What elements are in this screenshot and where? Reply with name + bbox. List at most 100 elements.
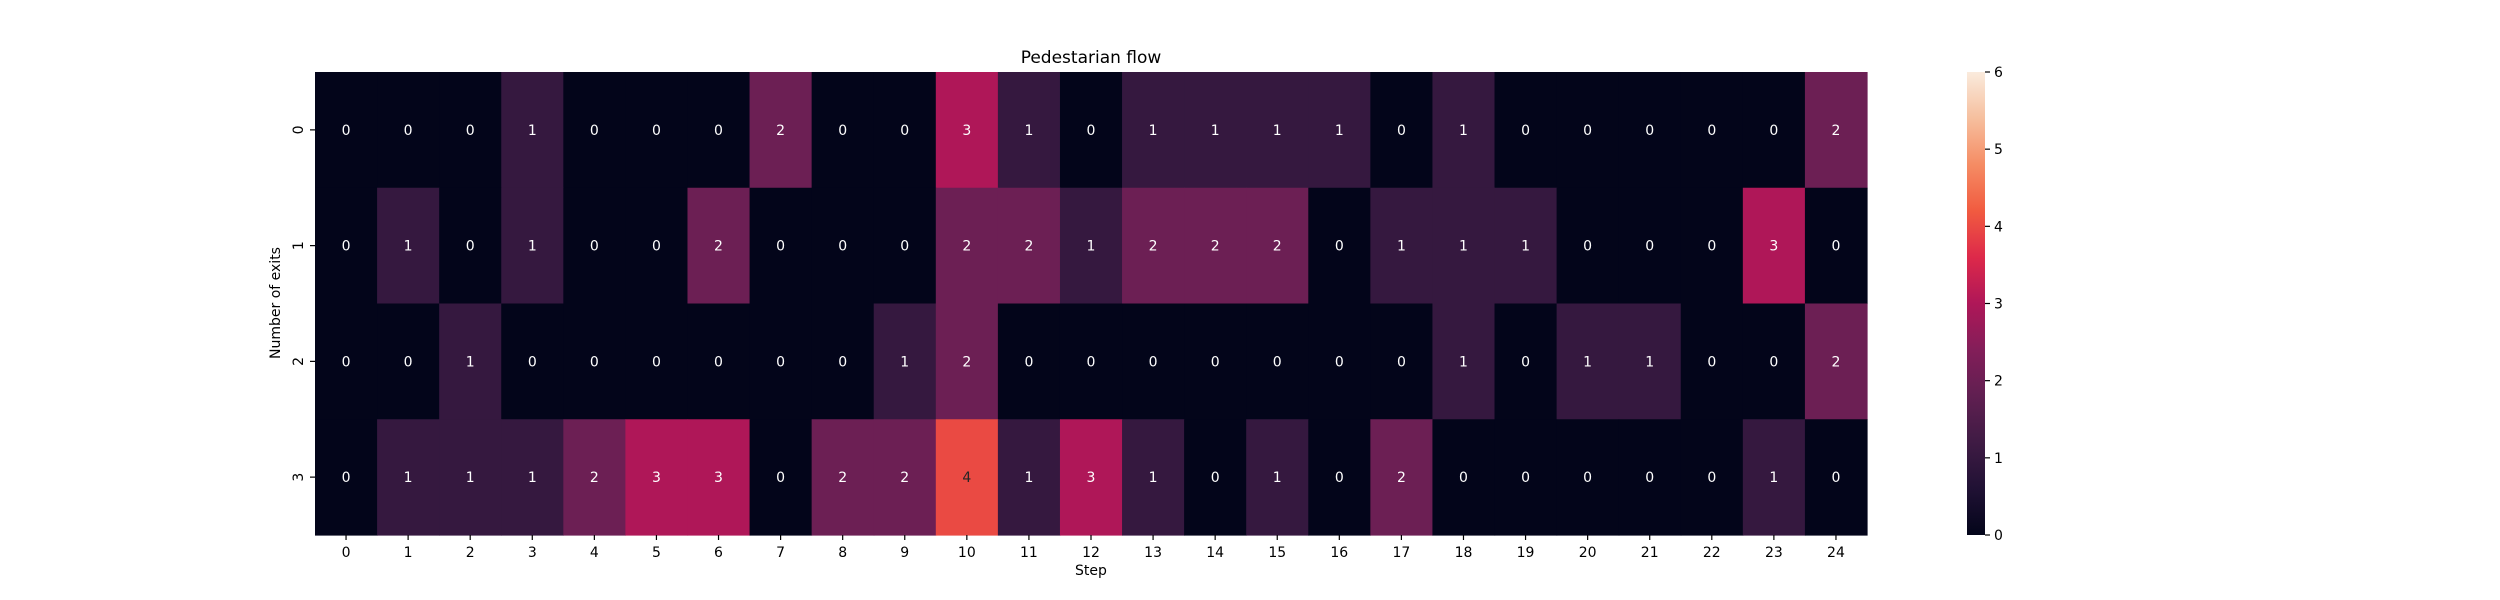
heatmap-cell bbox=[935, 72, 999, 189]
heatmap-cell-label: 0 bbox=[652, 239, 661, 255]
heatmap-cell-label: 1 bbox=[1273, 123, 1282, 139]
heatmap-cell-label: 0 bbox=[1211, 354, 1220, 370]
heatmap-cell bbox=[1246, 419, 1309, 536]
heatmap-cell-label: 0 bbox=[1397, 354, 1406, 370]
heatmap-cell-label: 4 bbox=[962, 470, 971, 486]
heatmap-cell-label: 1 bbox=[404, 239, 413, 255]
heatmap-cell bbox=[1308, 303, 1371, 420]
x-tick-label: 3 bbox=[528, 545, 537, 561]
heatmap-cell-label: 1 bbox=[1521, 239, 1530, 255]
heatmap-cell-label: 2 bbox=[590, 470, 599, 486]
heatmap-cell-label: 2 bbox=[962, 239, 971, 255]
heatmap-cell-label: 0 bbox=[1769, 354, 1778, 370]
x-tick-label: 23 bbox=[1765, 545, 1783, 561]
heatmap-cell-label: 2 bbox=[1024, 239, 1033, 255]
heatmap-cell-label: 0 bbox=[528, 354, 537, 370]
x-tick-label: 20 bbox=[1579, 545, 1597, 561]
heatmap-cell bbox=[1556, 187, 1620, 305]
heatmap-cell-label: 1 bbox=[1459, 239, 1468, 255]
heatmap-cell-label: 0 bbox=[1645, 123, 1654, 139]
x-tick-label: 16 bbox=[1330, 545, 1348, 561]
heatmap-cell bbox=[1742, 303, 1806, 420]
heatmap-cell-labels: 0 0 0 1 0 0 0 2 0 0 3 1 0 1 1 1 1 0 1 0 0 0 0 0 2 0 1 0 1 0 0 2 0 0 0 2 2 1 2 2… bbox=[342, 123, 1841, 486]
heatmap-cell-label: 0 bbox=[1521, 470, 1530, 486]
heatmap-cell bbox=[749, 187, 813, 305]
heatmap-cell bbox=[377, 419, 440, 536]
heatmap-cell-label: 0 bbox=[404, 354, 413, 370]
x-tick-label: 12 bbox=[1082, 545, 1100, 561]
colorbar-tick-label: 1 bbox=[1994, 451, 2003, 467]
x-tick-label: 24 bbox=[1827, 545, 1845, 561]
heatmap-cell bbox=[501, 419, 564, 536]
heatmap-cell bbox=[1804, 419, 1868, 536]
heatmap-cell-label: 0 bbox=[714, 354, 723, 370]
heatmap-cell bbox=[1556, 419, 1620, 536]
heatmap-cell bbox=[997, 187, 1061, 305]
heatmap-cell-label: 1 bbox=[900, 354, 909, 370]
heatmap-cell bbox=[563, 303, 626, 420]
heatmap-cell-label: 1 bbox=[1087, 239, 1096, 255]
heatmap-cell bbox=[1432, 303, 1496, 420]
heatmap-cell-label: 1 bbox=[1583, 354, 1592, 370]
heatmap-cell-label: 0 bbox=[1583, 239, 1592, 255]
heatmap-cell-label: 0 bbox=[1583, 470, 1592, 486]
heatmap-cell-label: 1 bbox=[528, 239, 537, 255]
heatmap-cell bbox=[625, 303, 689, 420]
heatmap-cell-label: 0 bbox=[838, 239, 847, 255]
heatmap-cells bbox=[315, 72, 1868, 536]
heatmap-cell bbox=[811, 419, 875, 536]
heatmap-cell bbox=[1680, 187, 1744, 305]
heatmap-cell bbox=[1742, 72, 1806, 189]
heatmap-cell-label: 0 bbox=[1707, 354, 1716, 370]
x-tick-label: 22 bbox=[1703, 545, 1721, 561]
heatmap-cell-label: 0 bbox=[900, 239, 909, 255]
heatmap-cell-label: 0 bbox=[1769, 123, 1778, 139]
x-tick-label: 5 bbox=[652, 545, 661, 561]
heatmap-cell bbox=[749, 419, 813, 536]
heatmap-cell bbox=[1308, 72, 1371, 189]
heatmap-cell bbox=[439, 187, 502, 305]
heatmap-cell-label: 0 bbox=[838, 123, 847, 139]
heatmap-cell bbox=[1618, 187, 1682, 305]
heatmap-cell bbox=[873, 303, 937, 420]
heatmap-cell bbox=[687, 303, 751, 420]
heatmap-cell bbox=[315, 303, 378, 420]
heatmap-cell-label: 0 bbox=[1707, 239, 1716, 255]
heatmap-cell bbox=[1432, 419, 1496, 536]
heatmap-cell bbox=[1742, 187, 1806, 305]
heatmap-cell-label: 0 bbox=[1521, 123, 1530, 139]
heatmap-cell-label: 1 bbox=[1149, 470, 1158, 486]
heatmap-cell-label: 0 bbox=[1024, 354, 1033, 370]
heatmap-cell bbox=[1184, 72, 1247, 189]
heatmap-cell bbox=[1742, 419, 1806, 536]
heatmap-cell bbox=[935, 303, 999, 420]
x-tick-label: 9 bbox=[900, 545, 909, 561]
heatmap-cell-label: 0 bbox=[1459, 470, 1468, 486]
heatmap-cell-label: 1 bbox=[466, 354, 475, 370]
heatmap-cell-label: 0 bbox=[1335, 470, 1344, 486]
heatmap-cell bbox=[1804, 303, 1868, 420]
heatmap-cell bbox=[1059, 72, 1123, 189]
x-tick-label: 18 bbox=[1455, 545, 1473, 561]
heatmap-cell bbox=[687, 419, 751, 536]
heatmap-cell bbox=[1370, 419, 1434, 536]
heatmap-cell bbox=[997, 419, 1061, 536]
heatmap-cell-label: 0 bbox=[1831, 470, 1840, 486]
colorbar-tick-label: 5 bbox=[1994, 142, 2003, 158]
heatmap-cell bbox=[315, 72, 378, 189]
heatmap-cell bbox=[873, 72, 937, 189]
colorbar-tick-label: 4 bbox=[1994, 219, 2003, 235]
heatmap-cell-label: 0 bbox=[1521, 354, 1530, 370]
heatmap-cell bbox=[1680, 72, 1744, 189]
heatmap-cell-label: 2 bbox=[838, 470, 847, 486]
heatmap-cell-label: 3 bbox=[714, 470, 723, 486]
heatmap-cell bbox=[1804, 72, 1868, 189]
x-axis-ticks: 0 1 2 3 4 5 6 7 8 9 10 11 12 13 14 15 16 17 18 19 20 21 22 23 24 bbox=[342, 535, 1845, 561]
heatmap-cell bbox=[1246, 72, 1309, 189]
y-tick-label: 0 bbox=[291, 125, 307, 134]
heatmap-cell-label: 0 bbox=[404, 123, 413, 139]
heatmap-cell-label: 1 bbox=[1645, 354, 1654, 370]
heatmap-cell bbox=[749, 72, 813, 189]
heatmap-cell bbox=[1246, 303, 1309, 420]
